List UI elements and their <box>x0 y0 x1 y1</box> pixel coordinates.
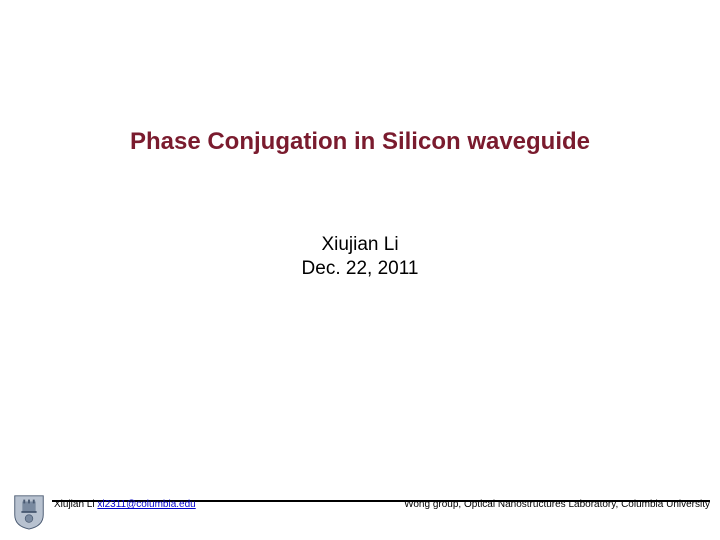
slide: Phase Conjugation in Silicon waveguide X… <box>0 0 720 540</box>
slide-title: Phase Conjugation in Silicon waveguide <box>0 128 720 156</box>
presentation-date: Dec. 22, 2011 <box>0 258 720 280</box>
footer-left: Xiujian Li xl2311@columbia.edu <box>54 499 196 510</box>
footer: Xiujian Li xl2311@columbia.edu Wong grou… <box>0 506 720 526</box>
author-name: Xiujian Li <box>0 234 720 256</box>
author-block: Xiujian Li Dec. 22, 2011 <box>0 232 720 282</box>
footer-affiliation: Wong group, Optical Nanostructures Labor… <box>404 499 710 510</box>
footer-author-name: Xiujian Li <box>54 499 97 510</box>
footer-email-link[interactable]: xl2311@columbia.edu <box>97 499 195 510</box>
